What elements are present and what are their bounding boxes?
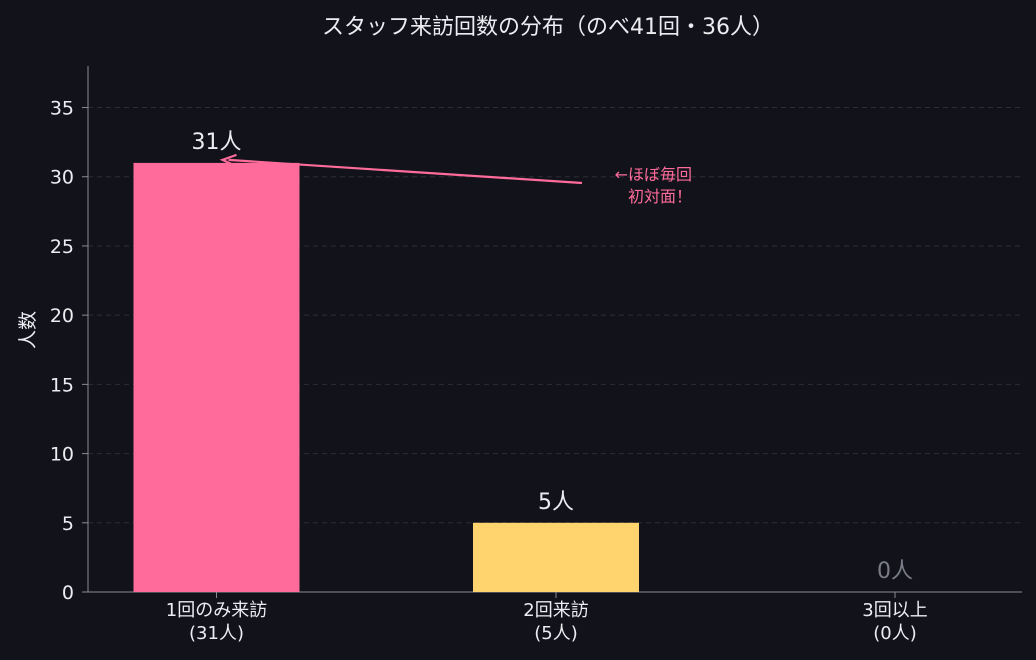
axes-layer: 0 5 10 15 20 25 30 35 1回のみ来訪(31人) 2回来訪(5人) 3回以上(0人… bbox=[50, 66, 1022, 644]
y-tick-label: 10 bbox=[50, 444, 74, 466]
x-tick-label-line: (31人) bbox=[189, 623, 244, 644]
y-tick-label: 0 bbox=[62, 582, 74, 604]
bar bbox=[133, 162, 300, 593]
y-tick-label: 25 bbox=[50, 236, 74, 258]
annotation-text-line: ←ほぼ毎回 bbox=[615, 165, 692, 184]
data-label: 5人 bbox=[538, 490, 574, 515]
x-tick-label: 1回のみ来訪(31人) bbox=[166, 600, 267, 644]
labels-layer: 31人 5人 0人 bbox=[192, 130, 914, 584]
y-tick-label: 15 bbox=[50, 374, 74, 396]
x-tick-label: 2回来訪(5人) bbox=[523, 600, 588, 644]
bar bbox=[473, 522, 639, 592]
y-tick-label: 30 bbox=[50, 167, 74, 189]
y-tick-label: 20 bbox=[50, 305, 74, 327]
x-tick-label-line: 3回以上 bbox=[862, 600, 927, 621]
bars-layer bbox=[133, 162, 639, 593]
annotation-layer: ←ほぼ毎回初対面！ bbox=[219, 153, 692, 206]
y-axis-label: 人数 bbox=[17, 311, 39, 349]
annotation-arrow-line bbox=[228, 158, 583, 185]
x-tick-label-line: (0人) bbox=[873, 623, 917, 644]
x-tick-label-line: 2回来訪 bbox=[523, 600, 588, 621]
data-label: 0人 bbox=[877, 559, 913, 584]
data-label: 31人 bbox=[192, 130, 242, 155]
chart-title: スタッフ来訪回数の分布（のべ41回・36人） bbox=[322, 15, 774, 40]
annotation-text: ←ほぼ毎回初対面！ bbox=[615, 165, 692, 206]
annotation-arrow-head bbox=[219, 153, 237, 167]
y-tick-label: 35 bbox=[50, 98, 74, 120]
y-tick-label: 5 bbox=[62, 513, 74, 535]
x-tick-label-line: 1回のみ来訪 bbox=[166, 600, 267, 621]
annotation-text-line: 初対面！ bbox=[628, 187, 692, 206]
x-tick-label-line: (5人) bbox=[534, 623, 578, 644]
x-tick-label: 3回以上(0人) bbox=[862, 600, 927, 644]
